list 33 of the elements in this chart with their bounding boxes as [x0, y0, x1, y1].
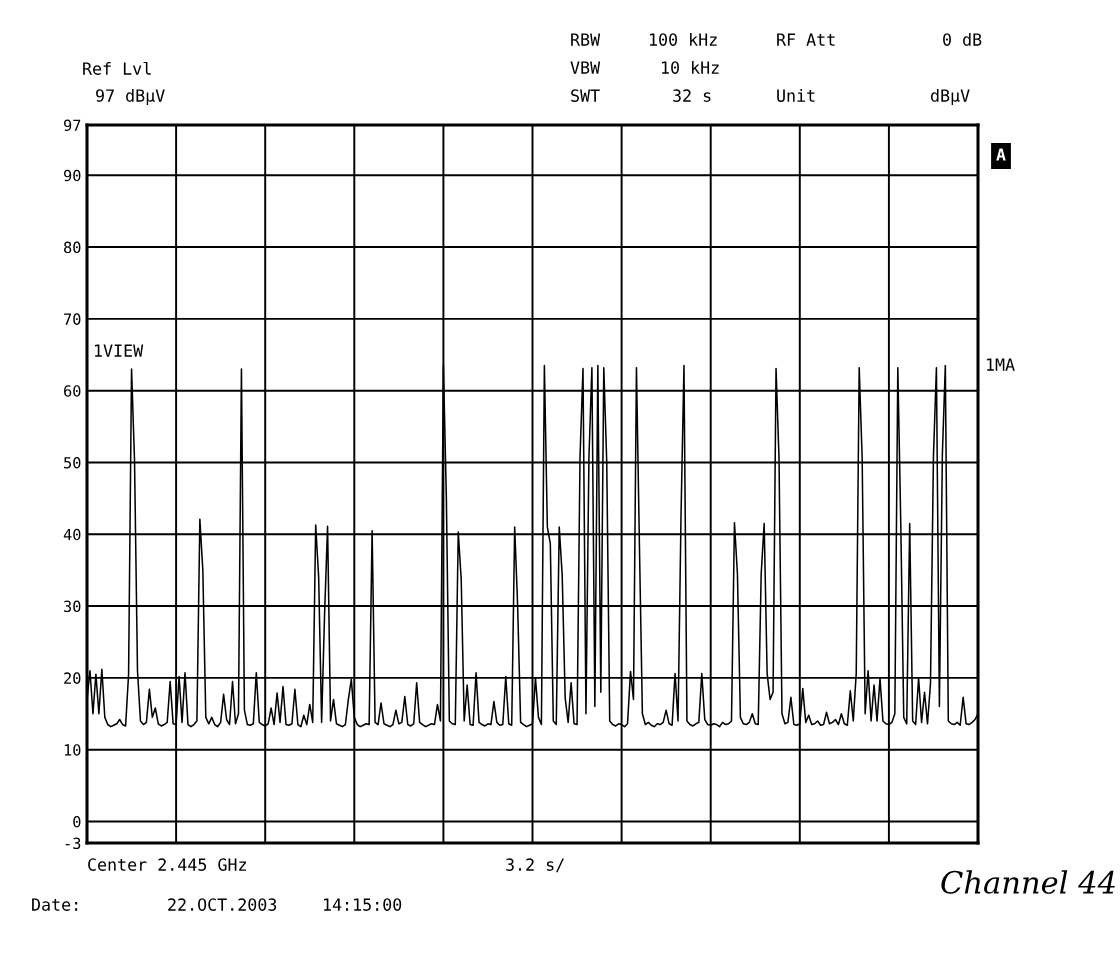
text: RF Att [777, 33, 835, 46]
y-tick-label: 90 [64, 169, 81, 182]
text: 10 kHz [662, 60, 719, 74]
y-tick-label: 97 [64, 119, 81, 132]
text: dBµV [931, 88, 970, 106]
text: Center 2.445 GHz [88, 858, 246, 871]
text: 0 dB [943, 32, 982, 46]
y-tick-label: 50 [64, 456, 81, 469]
text: Channel 44 [941, 870, 1115, 894]
y-tick-label: 0 [73, 815, 81, 828]
text: SWT [571, 89, 600, 102]
text: Date: [32, 898, 78, 911]
y-tick-label: 40 [63, 528, 81, 541]
text: RBW [571, 33, 601, 46]
text: VBW [570, 61, 601, 74]
y-tick-label: 10 [64, 744, 81, 756]
y-tick-label: -3 [65, 837, 81, 850]
annotation: 1VIEW [95, 344, 144, 357]
y-tick-label: 60 [64, 385, 81, 397]
text: 3.2 s/ [506, 858, 564, 873]
text: 100 kHz [650, 32, 717, 46]
y-tick-label: 80 [64, 241, 81, 254]
text: A [996, 148, 1006, 161]
text: 1MA [987, 358, 1015, 371]
text: 14:15:00 [324, 898, 402, 911]
text: 32 s [673, 89, 711, 102]
y-tick-label: 70 [64, 313, 81, 325]
text: 97 dBµV [96, 88, 165, 106]
text: 22.OCT.2003 [168, 898, 277, 911]
text: Unit [777, 88, 815, 102]
y-tick-label: 30 [64, 600, 81, 613]
y-tick-label: 20 [64, 672, 81, 684]
text: Ref Lvl [83, 61, 151, 75]
